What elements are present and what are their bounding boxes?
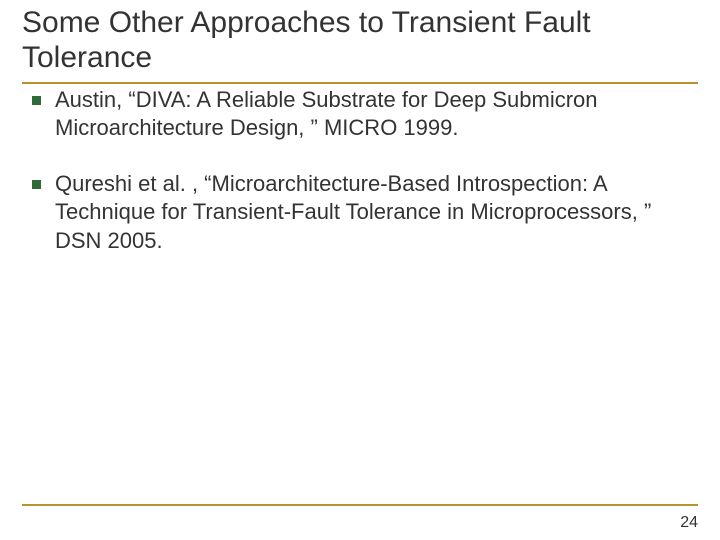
bullet-text: Austin, “DIVA: A Reliable Substrate for … (55, 86, 692, 142)
list-item: Qureshi et al. , “Microarchitecture-Base… (32, 170, 692, 254)
square-bullet-icon (32, 180, 41, 189)
square-bullet-icon (32, 96, 41, 105)
footer-underline (22, 504, 698, 506)
bullet-text: Qureshi et al. , “Microarchitecture-Base… (55, 170, 692, 254)
page-number: 24 (680, 514, 698, 532)
slide-title: Some Other Approaches to Transient Fault… (22, 6, 692, 75)
title-underline (22, 82, 698, 84)
bullet-list: Austin, “DIVA: A Reliable Substrate for … (32, 86, 692, 283)
slide: Some Other Approaches to Transient Fault… (0, 0, 720, 540)
list-item: Austin, “DIVA: A Reliable Substrate for … (32, 86, 692, 142)
